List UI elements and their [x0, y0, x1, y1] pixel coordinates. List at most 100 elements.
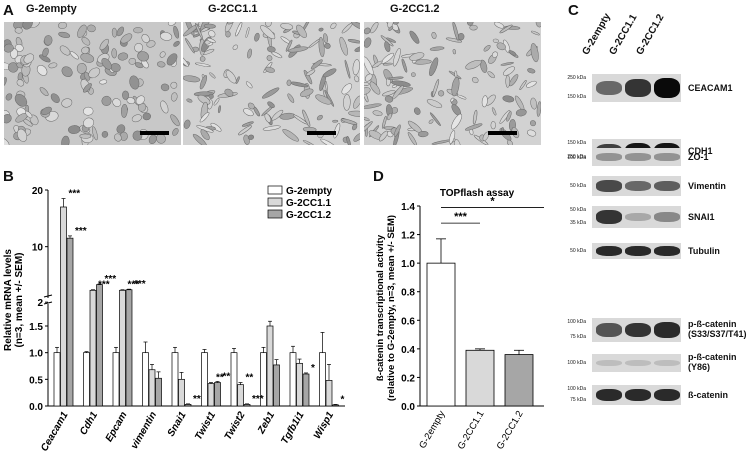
cell-shape — [387, 76, 404, 80]
cell-shape — [137, 51, 149, 62]
cell-shape — [36, 65, 48, 76]
cell-shape — [39, 87, 49, 97]
cell-shape — [302, 109, 311, 127]
cell-shape — [429, 46, 445, 51]
cell-shape — [4, 43, 14, 53]
y-tick-label: 0.0 — [29, 402, 43, 413]
cell-shape — [116, 26, 125, 37]
bar — [266, 325, 274, 407]
bar — [83, 352, 90, 407]
molecular-weight-marker: 75 kDa — [570, 397, 586, 403]
cell-shape — [235, 22, 243, 37]
axis-break-mark — [43, 294, 53, 298]
topflash-bar-chart: 0.0 0.2 0.4 0.6 0.8 1.0 1.2 1.4 TOPflash assay ß-… — [375, 188, 544, 452]
micrograph-background — [4, 22, 181, 145]
blot-band — [654, 211, 680, 223]
cell-shape — [157, 61, 166, 68]
cell-shape — [77, 24, 87, 38]
blot-protein-label-line: Tubulin — [688, 245, 720, 256]
cell-shape — [387, 113, 393, 121]
cell-shape — [88, 67, 101, 79]
cell-shape — [332, 119, 339, 123]
micrograph-image — [4, 22, 181, 145]
cell-shape — [101, 95, 112, 106]
blot-strip — [592, 243, 681, 259]
molecular-weight-marker: 50 kDa — [570, 207, 586, 213]
cell-shape — [247, 48, 252, 59]
cell-shape — [346, 136, 351, 145]
cell-shape — [500, 62, 514, 66]
panel-letter-c: C — [568, 2, 579, 19]
cell-shape — [267, 46, 276, 53]
bar — [53, 352, 61, 407]
cell-shape — [76, 62, 87, 74]
cell-shape — [465, 59, 482, 70]
legend-label: G-2empty — [286, 186, 333, 197]
cell-shape — [17, 128, 28, 142]
micrograph-label: G-2empty — [26, 3, 77, 15]
cell-shape — [323, 68, 337, 78]
y-tick-label: 0.6 — [401, 316, 415, 327]
cell-shape — [166, 53, 178, 66]
cell-shape — [318, 37, 325, 58]
blot-band — [625, 388, 651, 402]
significance-label: * — [490, 195, 495, 207]
cell-shape — [341, 83, 353, 95]
cell-shape — [81, 46, 90, 54]
cell-shape — [61, 135, 70, 145]
cell-shape — [112, 98, 122, 107]
cell-shape — [353, 132, 360, 142]
cell-shape — [225, 31, 231, 38]
molecular-weight-marker: 50 kDa — [570, 248, 586, 254]
y-tick-label: 1.0 — [401, 259, 415, 270]
y-tick-label: 0.2 — [401, 373, 415, 384]
cell-shape — [323, 33, 328, 44]
blot-band — [625, 359, 651, 367]
cell-shape — [16, 79, 25, 87]
cell-shape — [471, 77, 479, 84]
bar — [142, 352, 149, 407]
significance-label: ** — [223, 371, 231, 382]
bar — [325, 380, 333, 407]
cell-shape — [382, 62, 393, 66]
blot-strip — [592, 318, 681, 342]
bar — [171, 352, 179, 407]
chart-title: TOPflash assay — [440, 188, 515, 199]
cell-shape — [170, 114, 180, 127]
cell-shape — [288, 46, 309, 53]
blot-band — [625, 153, 651, 161]
bar — [96, 284, 103, 407]
molecular-weight-marker: 150 kDa — [567, 140, 586, 146]
cell-shape — [4, 77, 7, 87]
cell-shape — [364, 103, 382, 109]
cell-shape — [142, 112, 151, 121]
cell-shape — [141, 34, 150, 43]
cell-shape — [101, 57, 112, 70]
cell-shape — [197, 94, 211, 105]
cell-shape — [160, 83, 170, 92]
bar — [243, 404, 251, 407]
cell-shape — [492, 38, 499, 43]
cell-shape — [7, 62, 19, 73]
cell-shape — [14, 93, 28, 107]
bar — [184, 404, 192, 407]
blot-band — [625, 212, 651, 222]
cell-shape — [392, 84, 398, 88]
blot-band — [596, 153, 622, 161]
cell-shape — [502, 95, 515, 103]
blot-protein-label: CEACAM1 — [688, 83, 733, 93]
cell-shape — [247, 102, 255, 110]
cell-shape — [79, 133, 92, 139]
panel-letter-a: A — [3, 2, 14, 19]
cell-shape — [506, 111, 512, 122]
bar — [148, 369, 156, 407]
cell-shape — [134, 43, 143, 53]
micrograph-image — [364, 22, 541, 145]
cell-shape — [194, 62, 211, 67]
cell-shape — [293, 114, 308, 125]
cell-shape — [364, 89, 369, 103]
blot-strip — [592, 385, 681, 405]
axis-break-gap — [44, 298, 364, 304]
cell-shape — [378, 130, 389, 142]
cell-shape — [530, 97, 537, 110]
